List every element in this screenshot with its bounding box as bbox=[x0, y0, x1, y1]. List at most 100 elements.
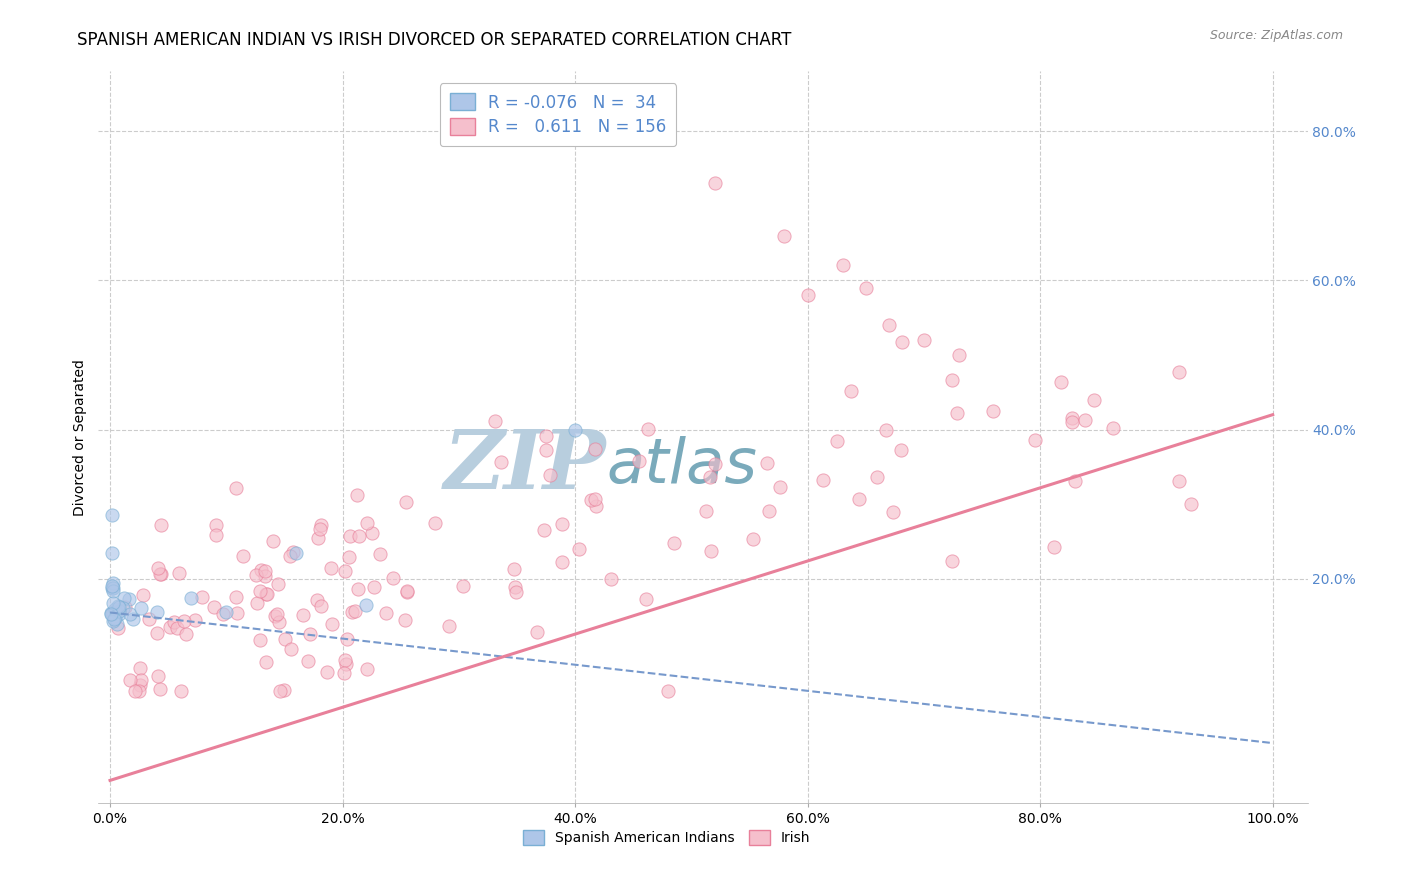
Point bbox=[120, 673, 142, 688]
Point bbox=[333, 665, 356, 680]
Point bbox=[273, 682, 295, 697]
Point bbox=[912, 333, 935, 347]
Point bbox=[101, 584, 124, 599]
Point bbox=[699, 470, 721, 484]
Text: ZIP: ZIP bbox=[444, 426, 606, 507]
Point bbox=[866, 469, 889, 483]
Point bbox=[253, 569, 276, 583]
Point bbox=[211, 607, 233, 621]
Point bbox=[173, 614, 195, 628]
Point bbox=[100, 607, 122, 621]
Point bbox=[568, 542, 591, 557]
Point bbox=[360, 525, 382, 540]
Point bbox=[145, 626, 167, 640]
Point bbox=[232, 549, 254, 564]
Point bbox=[395, 494, 418, 508]
Point bbox=[291, 607, 314, 622]
Point bbox=[381, 571, 404, 585]
Point bbox=[249, 632, 271, 647]
Point bbox=[451, 578, 474, 592]
Point bbox=[534, 442, 557, 457]
Point bbox=[375, 607, 398, 621]
Point bbox=[104, 601, 127, 615]
Point bbox=[756, 456, 779, 470]
Point bbox=[758, 503, 780, 517]
Point bbox=[166, 621, 188, 635]
Point bbox=[299, 627, 322, 641]
Point bbox=[146, 669, 169, 683]
Point bbox=[159, 620, 181, 634]
Point bbox=[105, 606, 128, 620]
Point bbox=[101, 582, 124, 596]
Point bbox=[333, 653, 356, 667]
Point bbox=[132, 588, 155, 602]
Point bbox=[321, 561, 343, 575]
Point bbox=[396, 584, 419, 599]
Point bbox=[281, 545, 304, 559]
Point bbox=[204, 528, 226, 542]
Point bbox=[396, 583, 419, 598]
Point bbox=[662, 536, 685, 550]
Point bbox=[356, 662, 378, 676]
Point bbox=[225, 481, 247, 495]
Point bbox=[813, 473, 835, 487]
Point bbox=[309, 599, 332, 614]
Point bbox=[1062, 415, 1084, 429]
Point bbox=[981, 403, 1004, 417]
Point bbox=[437, 619, 460, 633]
Point bbox=[848, 492, 870, 507]
Text: atlas: atlas bbox=[606, 436, 758, 496]
Point bbox=[100, 579, 122, 593]
Point bbox=[297, 655, 319, 669]
Point bbox=[337, 549, 360, 564]
Point bbox=[855, 281, 877, 295]
Point bbox=[339, 529, 361, 543]
Point bbox=[118, 607, 141, 621]
Point bbox=[215, 606, 238, 620]
Point bbox=[249, 584, 271, 599]
Point bbox=[101, 576, 124, 591]
Point bbox=[585, 499, 607, 513]
Point bbox=[103, 612, 125, 626]
Point bbox=[101, 508, 124, 523]
Point bbox=[1167, 364, 1189, 378]
Point bbox=[536, 429, 558, 443]
Point bbox=[103, 615, 125, 629]
Point bbox=[875, 423, 897, 437]
Point bbox=[129, 601, 152, 615]
Point bbox=[356, 516, 378, 530]
Point bbox=[890, 335, 912, 350]
Point bbox=[741, 532, 763, 546]
Point bbox=[347, 529, 370, 543]
Point bbox=[167, 566, 190, 580]
Point bbox=[103, 606, 125, 620]
Point bbox=[253, 564, 276, 578]
Point bbox=[266, 607, 288, 622]
Point bbox=[100, 581, 122, 595]
Point bbox=[254, 587, 277, 601]
Point bbox=[105, 617, 128, 632]
Point bbox=[425, 516, 447, 530]
Point bbox=[1024, 433, 1046, 447]
Point bbox=[122, 612, 145, 626]
Point bbox=[149, 518, 172, 533]
Point bbox=[269, 683, 291, 698]
Point bbox=[101, 607, 124, 622]
Point bbox=[627, 454, 650, 468]
Point bbox=[250, 563, 273, 577]
Point bbox=[316, 665, 339, 680]
Point bbox=[600, 572, 623, 586]
Point bbox=[333, 564, 356, 578]
Point bbox=[100, 607, 122, 622]
Point bbox=[202, 599, 225, 614]
Point bbox=[148, 561, 170, 575]
Point bbox=[343, 604, 366, 618]
Point bbox=[225, 606, 247, 620]
Point bbox=[336, 632, 359, 646]
Point bbox=[111, 600, 134, 615]
Point bbox=[128, 661, 150, 675]
Point bbox=[827, 434, 849, 448]
Text: SPANISH AMERICAN INDIAN VS IRISH DIVORCED OR SEPARATED CORRELATION CHART: SPANISH AMERICAN INDIAN VS IRISH DIVORCE… bbox=[77, 31, 792, 49]
Point bbox=[225, 591, 247, 605]
Point bbox=[550, 555, 572, 569]
